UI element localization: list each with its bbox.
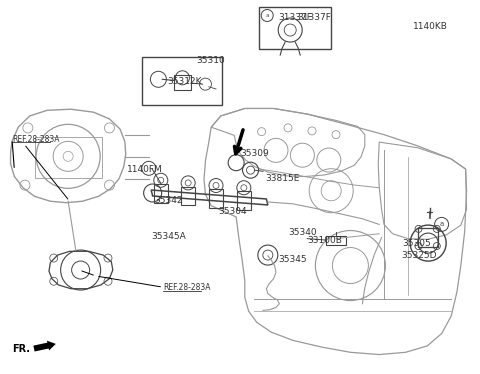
Text: 35309: 35309: [240, 149, 269, 158]
Text: REF.28-283A: REF.28-283A: [163, 283, 211, 292]
Bar: [259, 7, 331, 49]
Text: FR.: FR.: [12, 344, 30, 353]
Text: REF.28-283A: REF.28-283A: [12, 135, 60, 144]
FancyArrow shape: [34, 341, 56, 352]
Text: 35345A: 35345A: [151, 232, 186, 241]
Text: a: a: [440, 221, 444, 227]
Text: 1140KB: 1140KB: [413, 22, 448, 31]
Text: 35345: 35345: [278, 255, 307, 264]
Text: 35342: 35342: [155, 196, 183, 205]
Text: 1140FM: 1140FM: [127, 165, 163, 174]
Text: 35304: 35304: [218, 207, 247, 216]
Bar: [142, 57, 222, 105]
Text: 35305: 35305: [402, 239, 431, 248]
Text: 31337F: 31337F: [298, 13, 332, 22]
Text: 33100B: 33100B: [307, 236, 342, 245]
Text: a: a: [265, 13, 269, 18]
Text: 33815E: 33815E: [265, 174, 300, 183]
Text: 35312K: 35312K: [167, 77, 202, 86]
Text: 35310: 35310: [196, 56, 225, 65]
Text: 35340: 35340: [288, 228, 317, 237]
Text: 35325D: 35325D: [401, 251, 436, 260]
Text: 31337F: 31337F: [278, 13, 312, 22]
